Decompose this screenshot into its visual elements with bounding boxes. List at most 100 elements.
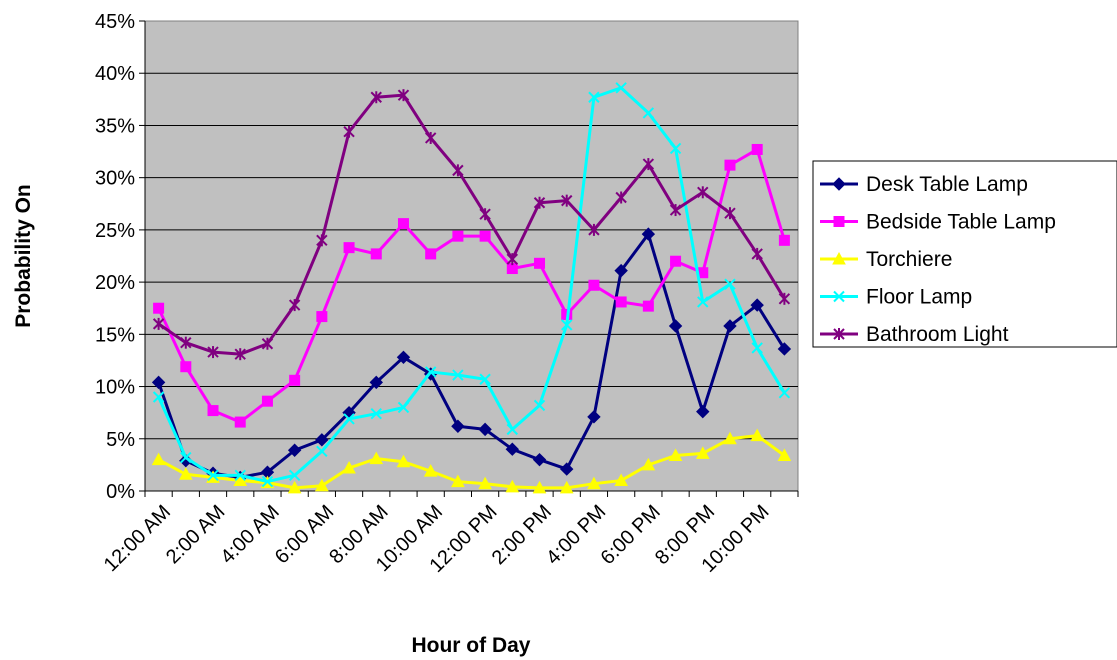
series-line [157, 86, 786, 484]
data-point [641, 227, 656, 241]
data-point [207, 405, 219, 417]
axes [144, 21, 798, 492]
data-point [479, 208, 491, 221]
data-point [369, 451, 384, 465]
data-point [261, 475, 274, 488]
data-point [178, 467, 193, 480]
y-tick-label: 20% [95, 272, 135, 294]
series-floor-lamp [152, 82, 791, 488]
data-point [642, 107, 655, 119]
data-point [287, 443, 302, 457]
data-point [261, 395, 273, 407]
data-point [478, 476, 492, 490]
data-point [343, 242, 355, 254]
data-point [396, 454, 411, 468]
data-point [316, 311, 328, 323]
data-point [452, 369, 464, 381]
data-point [561, 194, 573, 207]
x-tick-label: 4:00 PM [542, 501, 610, 569]
x-tick-label: 2:00 AM [162, 501, 229, 568]
x-tick-label: 4:00 AM [216, 501, 283, 568]
data-point [669, 142, 682, 155]
data-point [832, 251, 846, 265]
data-point [833, 216, 845, 227]
data-point [833, 328, 845, 340]
data-point [534, 257, 546, 269]
data-point [697, 296, 709, 308]
legend-label: Desk Table Lamp [866, 173, 1028, 196]
series-bedside-table-lamp [153, 143, 790, 428]
legend-item: Bedside Table Lamp [820, 211, 1056, 234]
x-tick-label: 6:00 PM [597, 501, 665, 569]
y-tick-label: 30% [95, 168, 135, 190]
data-point [397, 218, 409, 230]
data-point [423, 464, 438, 477]
data-point [452, 164, 464, 177]
y-axis-title: Probability On [12, 184, 35, 328]
data-point [343, 125, 355, 138]
data-point [778, 234, 790, 246]
legend-item: Bathroom Light [820, 323, 1009, 346]
data-point [479, 230, 491, 242]
legend-label: Bedside Table Lamp [866, 211, 1056, 234]
data-point [370, 408, 382, 420]
data-point [397, 89, 410, 102]
series-line [157, 93, 786, 356]
data-point [151, 452, 166, 466]
data-point [479, 373, 491, 385]
data-point [778, 292, 791, 305]
data-point [642, 300, 654, 312]
data-point [695, 446, 710, 459]
data-point [505, 479, 520, 493]
y-tick-label: 10% [95, 377, 135, 399]
data-point [615, 191, 627, 204]
data-point [641, 457, 656, 471]
data-point [151, 375, 166, 390]
data-point [316, 234, 328, 247]
data-point [587, 476, 601, 490]
data-point [370, 91, 382, 104]
data-point [234, 416, 246, 428]
data-point [668, 448, 683, 461]
data-point [751, 342, 763, 354]
legend-label: Bathroom Light [866, 323, 1009, 346]
data-point [697, 186, 709, 199]
data-point [425, 248, 437, 260]
series-lines [151, 82, 792, 494]
data-point [233, 473, 248, 487]
data-point [669, 204, 682, 217]
y-tick-label: 40% [95, 63, 135, 85]
data-point [452, 230, 464, 242]
legend: Desk Table Lamp Bedside Table Lamp Torchie… [812, 160, 1117, 348]
data-point [750, 298, 764, 312]
data-point [777, 342, 792, 356]
data-point [289, 374, 301, 386]
data-point [588, 279, 600, 291]
data-point [342, 460, 356, 474]
data-point [750, 428, 765, 442]
data-point [724, 207, 736, 220]
data-point [560, 462, 574, 476]
data-point [397, 401, 410, 414]
data-point [152, 391, 165, 403]
data-point [288, 299, 301, 312]
series-torchiere [151, 428, 792, 494]
x-tick-label: 2:00 PM [488, 501, 556, 569]
data-point [751, 247, 763, 260]
data-point [369, 375, 383, 390]
data-point [833, 290, 845, 303]
data-point [180, 451, 192, 464]
data-point [396, 350, 411, 365]
data-point [478, 422, 492, 437]
data-point [234, 348, 246, 361]
legend-label: Floor Lamp [866, 286, 972, 309]
data-point [561, 319, 573, 331]
y-tick-labels: 0% 5% 10% 15% 20% 25% 30% 35% 40% 45% [95, 11, 135, 503]
data-point [533, 196, 546, 209]
y-tick-label: 15% [95, 324, 135, 346]
data-point [343, 413, 355, 425]
data-point [451, 419, 465, 433]
legend-label: Torchiere [866, 248, 952, 271]
data-point [751, 143, 763, 155]
